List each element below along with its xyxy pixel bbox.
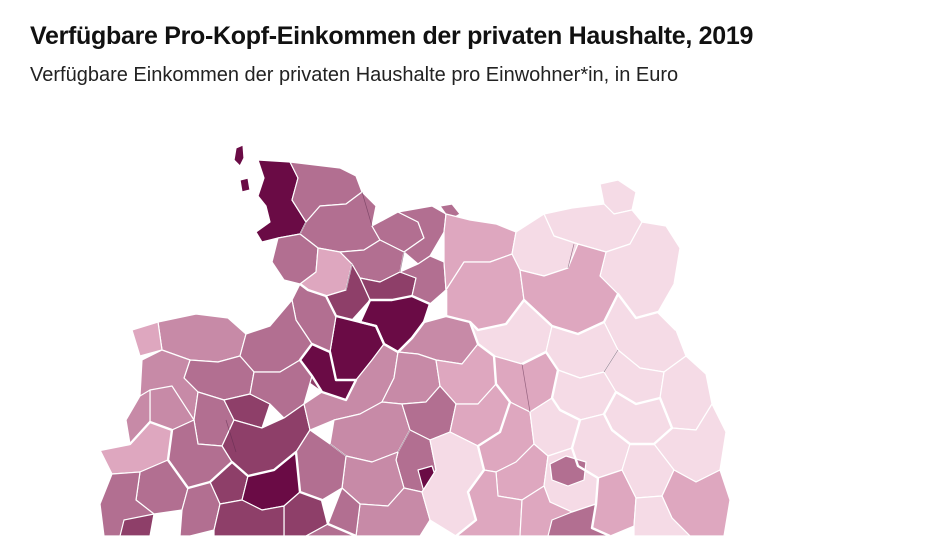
chart-subtitle: Verfügbare Einkommen der privaten Hausha… [30,64,679,86]
state-border-mv-bb [469,292,677,336]
region-lippe [305,487,361,536]
region-kleve [119,513,155,536]
region-elbe-elster [633,495,691,536]
region-vechta [223,393,271,429]
region-soest [213,499,285,536]
state-border-bremen [298,342,358,402]
state-border-ni-nrw [99,420,357,536]
region-foehr [239,177,251,193]
state-border-berlin [602,390,674,446]
state-border-hamburg [358,294,432,354]
state-border-st-bb [521,350,611,536]
region-emden [131,321,163,357]
chart-title: Verfügbare Pro-Kopf-Einkommen der privat… [30,22,754,50]
region-sylt [233,144,245,167]
